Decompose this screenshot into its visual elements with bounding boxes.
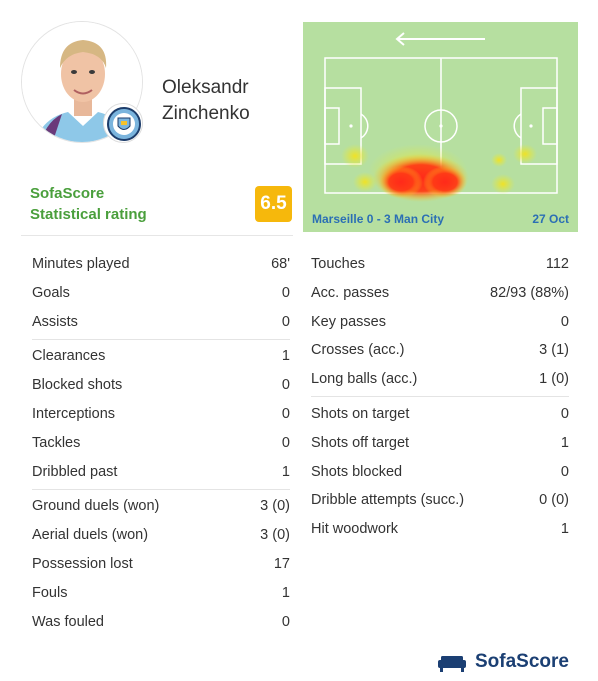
stat-row: Minutes played 68'	[32, 250, 290, 279]
stat-group-defence: Clearances 1 Blocked shots 0 Interceptions…	[32, 342, 290, 486]
stat-row: Was fouled 0	[32, 608, 290, 637]
stat-row: Crosses (acc.) 3 (1)	[311, 336, 569, 365]
club-crest-icon	[103, 103, 143, 143]
stats-column-right: Touches 112 Acc. passes 82/93 (88%) Key pa…	[311, 250, 569, 544]
stat-label: Tackles	[32, 434, 81, 451]
stat-value: 0	[281, 313, 290, 330]
stat-label: Possession lost	[32, 555, 133, 572]
heatmap-pitch	[324, 32, 558, 202]
stat-row: Fouls 1	[32, 579, 290, 608]
stat-value: 0	[281, 377, 290, 394]
stat-value: 0 (0)	[539, 492, 569, 509]
stat-label: Interceptions	[32, 405, 116, 422]
stat-value: 0	[560, 463, 569, 480]
stat-value: 0	[560, 313, 569, 330]
stat-value: 68'	[271, 256, 290, 272]
stat-row: Clearances 1	[32, 342, 290, 371]
player-photo	[22, 22, 142, 142]
stat-label: Hit woodwork	[311, 521, 399, 538]
stat-group-passing: Touches 112 Acc. passes 82/93 (88%) Key pa…	[311, 250, 569, 394]
heatmap-match-date: 27 Oct	[532, 212, 569, 226]
stat-value: 1	[560, 434, 569, 451]
divider	[32, 488, 290, 490]
stat-value: 1	[281, 584, 290, 601]
stat-row: Aerial duels (won) 3 (0)	[32, 521, 290, 550]
stat-label: Fouls	[32, 584, 68, 601]
stat-label: Key passes	[311, 313, 386, 330]
stat-row: Touches 112	[311, 250, 569, 279]
stat-group-general: Minutes played 68' Goals 0 Assists 0	[32, 250, 290, 336]
stat-label: Was fouled	[32, 613, 104, 630]
stat-value: 1	[281, 348, 290, 365]
stat-label: Long balls (acc.)	[311, 371, 418, 388]
stat-label: Goals	[32, 284, 70, 301]
rating-caption: Statistical rating	[30, 206, 147, 223]
stat-label: Crosses (acc.)	[311, 342, 405, 359]
stat-label: Aerial duels (won)	[32, 527, 149, 544]
heatmap: Marseille 0 - 3 Man City 27 Oct	[303, 22, 578, 232]
stat-value: 112	[545, 256, 569, 272]
heat-zones	[341, 144, 537, 202]
player-avatar	[21, 21, 143, 143]
stat-row: Acc. passes 82/93 (88%)	[311, 279, 569, 308]
stat-value: 0	[281, 613, 290, 630]
stat-value: 1	[281, 463, 290, 480]
stat-label: Minutes played	[32, 256, 130, 272]
stat-row: Shots blocked 0	[311, 458, 569, 487]
stat-value: 3 (0)	[260, 498, 290, 515]
stat-row: Goals 0	[32, 279, 290, 308]
stat-value: 1 (0)	[539, 371, 569, 388]
stat-group-attack: Shots on target 0 Shots off target 1 Shots…	[311, 400, 569, 544]
stat-row: Shots off target 1	[311, 429, 569, 458]
stat-value: 82/93 (88%)	[490, 284, 569, 301]
stat-row: Key passes 0	[311, 308, 569, 337]
stat-row: Shots on target 0	[311, 400, 569, 429]
stat-value: 1	[560, 521, 569, 538]
stat-value: 0	[281, 434, 290, 451]
stat-group-duels: Ground duels (won) 3 (0) Aerial duels (wo…	[32, 492, 290, 636]
divider	[311, 396, 569, 398]
stat-row: Dribble attempts (succ.) 0 (0)	[311, 486, 569, 515]
stat-row: Long balls (acc.) 1 (0)	[311, 365, 569, 394]
logo-text: SofaScore	[475, 651, 569, 672]
stat-value: 0	[281, 405, 290, 422]
stat-label: Clearances	[32, 348, 106, 365]
stat-label: Ground duels (won)	[32, 498, 160, 515]
stat-row: Possession lost 17	[32, 550, 290, 579]
player-name: Oleksandr Zinchenko	[162, 77, 250, 124]
stat-label: Shots on target	[311, 405, 410, 422]
rating-brand: SofaScore	[30, 185, 105, 202]
attack-direction-arrow-icon	[395, 32, 485, 46]
stats-column-left: Minutes played 68' Goals 0 Assists 0 Cleara…	[32, 250, 290, 636]
sofascore-logo: SofaScore	[438, 650, 578, 674]
stat-value: 0	[560, 405, 569, 422]
stat-label: Dribble attempts (succ.)	[311, 492, 465, 509]
stat-row: Ground duels (won) 3 (0)	[32, 492, 290, 521]
stat-label: Shots off target	[311, 434, 410, 451]
stat-label: Shots blocked	[311, 463, 403, 480]
stat-row: Blocked shots 0	[32, 371, 290, 400]
stat-value: 0	[281, 284, 290, 301]
stat-value: 3 (1)	[539, 342, 569, 359]
stat-row: Interceptions 0	[32, 400, 290, 429]
rating-badge: 6.5	[255, 186, 292, 222]
stat-label: Touches	[311, 256, 366, 272]
stat-value: 17	[273, 555, 290, 572]
divider	[21, 235, 293, 236]
stat-label: Assists	[32, 313, 78, 330]
divider	[32, 338, 290, 340]
stat-label: Blocked shots	[32, 377, 123, 394]
stat-row: Dribbled past 1	[32, 458, 290, 487]
heatmap-match-label: Marseille 0 - 3 Man City	[312, 212, 445, 226]
stat-row: Tackles 0	[32, 429, 290, 458]
stat-label: Dribbled past	[32, 463, 118, 480]
sofa-icon	[438, 656, 466, 672]
stat-label: Acc. passes	[311, 284, 390, 301]
stat-row: Hit woodwork 1	[311, 515, 569, 544]
stat-row: Assists 0	[32, 308, 290, 337]
stat-value: 3 (0)	[260, 527, 290, 544]
rating-label-block: SofaScore Statistical rating	[30, 183, 147, 225]
